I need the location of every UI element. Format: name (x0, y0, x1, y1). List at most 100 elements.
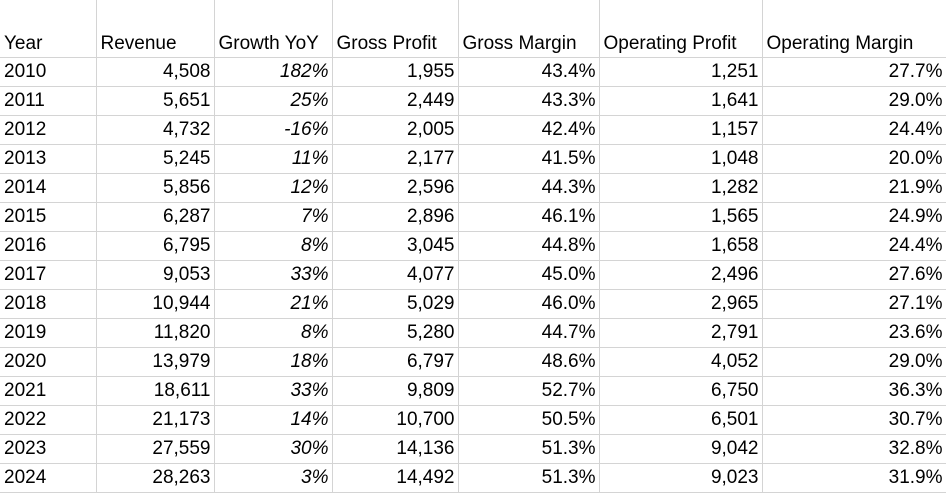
cell-gross-margin[interactable]: 46.0% (458, 289, 600, 319)
cell-operating-margin[interactable]: 24.4% (762, 115, 946, 145)
cell-operating-margin[interactable]: 27.7% (762, 57, 946, 87)
cell-gross-margin[interactable]: 51.3% (458, 434, 600, 464)
cell-gross-margin[interactable]: 52.7% (458, 376, 600, 406)
cell-revenue[interactable]: 21,173 (96, 405, 215, 435)
cell-growth[interactable]: 3% (214, 463, 333, 493)
cell-operating-margin[interactable]: 31.9% (762, 463, 946, 493)
cell-year[interactable]: 2018 (0, 289, 97, 319)
cell-operating-profit[interactable]: 2,496 (599, 260, 763, 290)
cell-gross-margin[interactable]: 41.5% (458, 144, 600, 174)
cell-operating-profit[interactable]: 2,965 (599, 289, 763, 319)
cell-operating-margin[interactable]: 24.4% (762, 231, 946, 261)
cell-revenue[interactable]: 4,508 (96, 57, 215, 87)
cell-revenue[interactable]: 6,287 (96, 202, 215, 232)
cell-growth[interactable]: 11% (214, 144, 333, 174)
cell-operating-profit[interactable]: 1,565 (599, 202, 763, 232)
header-cell-year[interactable]: Year (0, 0, 97, 58)
cell-gross-profit[interactable]: 3,045 (332, 231, 459, 261)
cell-operating-profit[interactable]: 1,282 (599, 173, 763, 203)
cell-growth[interactable]: 33% (214, 260, 333, 290)
cell-revenue[interactable]: 28,263 (96, 463, 215, 493)
cell-growth[interactable]: -16% (214, 115, 333, 145)
cell-gross-margin[interactable]: 44.8% (458, 231, 600, 261)
cell-operating-margin[interactable]: 24.9% (762, 202, 946, 232)
cell-revenue[interactable]: 6,795 (96, 231, 215, 261)
cell-gross-margin[interactable]: 44.7% (458, 318, 600, 348)
cell-gross-profit[interactable]: 10,700 (332, 405, 459, 435)
cell-year[interactable]: 2016 (0, 231, 97, 261)
cell-year[interactable]: 2013 (0, 144, 97, 174)
cell-gross-profit[interactable]: 9,809 (332, 376, 459, 406)
cell-revenue[interactable]: 9,053 (96, 260, 215, 290)
header-cell-revenue[interactable]: Revenue (96, 0, 215, 58)
cell-year[interactable]: 2011 (0, 86, 97, 116)
cell-operating-margin[interactable]: 36.3% (762, 376, 946, 406)
cell-year[interactable]: 2020 (0, 347, 97, 377)
cell-gross-profit[interactable]: 6,797 (332, 347, 459, 377)
cell-revenue[interactable]: 4,732 (96, 115, 215, 145)
header-cell-gross-profit[interactable]: Gross Profit (332, 0, 459, 58)
cell-year[interactable]: 2014 (0, 173, 97, 203)
cell-year[interactable]: 2012 (0, 115, 97, 145)
cell-year[interactable]: 2015 (0, 202, 97, 232)
cell-revenue[interactable]: 18,611 (96, 376, 215, 406)
cell-operating-margin[interactable]: 21.9% (762, 173, 946, 203)
cell-year[interactable]: 2010 (0, 57, 97, 87)
cell-operating-margin[interactable]: 32.8% (762, 434, 946, 464)
cell-growth[interactable]: 18% (214, 347, 333, 377)
cell-gross-profit[interactable]: 1,955 (332, 57, 459, 87)
cell-operating-profit[interactable]: 9,023 (599, 463, 763, 493)
cell-gross-margin[interactable]: 50.5% (458, 405, 600, 435)
cell-gross-profit[interactable]: 5,029 (332, 289, 459, 319)
cell-revenue[interactable]: 11,820 (96, 318, 215, 348)
cell-operating-margin[interactable]: 27.6% (762, 260, 946, 290)
cell-gross-margin[interactable]: 42.4% (458, 115, 600, 145)
header-cell-gross-margin[interactable]: Gross Margin (458, 0, 600, 58)
cell-operating-profit[interactable]: 4,052 (599, 347, 763, 377)
cell-operating-profit[interactable]: 1,641 (599, 86, 763, 116)
cell-revenue[interactable]: 5,856 (96, 173, 215, 203)
cell-growth[interactable]: 33% (214, 376, 333, 406)
cell-gross-margin[interactable]: 43.4% (458, 57, 600, 87)
cell-gross-profit[interactable]: 14,136 (332, 434, 459, 464)
cell-gross-margin[interactable]: 46.1% (458, 202, 600, 232)
cell-gross-profit[interactable]: 14,492 (332, 463, 459, 493)
cell-growth[interactable]: 8% (214, 318, 333, 348)
cell-gross-profit[interactable]: 4,077 (332, 260, 459, 290)
cell-gross-margin[interactable]: 51.3% (458, 463, 600, 493)
cell-revenue[interactable]: 10,944 (96, 289, 215, 319)
cell-operating-margin[interactable]: 30.7% (762, 405, 946, 435)
cell-gross-profit[interactable]: 2,596 (332, 173, 459, 203)
header-cell-operating-margin[interactable]: Operating Margin (762, 0, 946, 58)
cell-revenue[interactable]: 27,559 (96, 434, 215, 464)
cell-year[interactable]: 2021 (0, 376, 97, 406)
cell-gross-margin[interactable]: 48.6% (458, 347, 600, 377)
header-cell-operating-profit[interactable]: Operating Profit (599, 0, 763, 58)
cell-operating-margin[interactable]: 20.0% (762, 144, 946, 174)
cell-growth[interactable]: 25% (214, 86, 333, 116)
cell-operating-profit[interactable]: 1,658 (599, 231, 763, 261)
cell-operating-profit[interactable]: 9,042 (599, 434, 763, 464)
cell-operating-profit[interactable]: 2,791 (599, 318, 763, 348)
cell-operating-profit[interactable]: 1,048 (599, 144, 763, 174)
cell-operating-profit[interactable]: 6,501 (599, 405, 763, 435)
cell-growth[interactable]: 8% (214, 231, 333, 261)
cell-operating-profit[interactable]: 6,750 (599, 376, 763, 406)
cell-year[interactable]: 2017 (0, 260, 97, 290)
cell-revenue[interactable]: 5,651 (96, 86, 215, 116)
cell-growth[interactable]: 12% (214, 173, 333, 203)
cell-gross-margin[interactable]: 43.3% (458, 86, 600, 116)
header-cell-growth[interactable]: Growth YoY (214, 0, 333, 58)
cell-growth[interactable]: 182% (214, 57, 333, 87)
cell-gross-profit[interactable]: 2,177 (332, 144, 459, 174)
cell-operating-margin[interactable]: 29.0% (762, 347, 946, 377)
cell-gross-profit[interactable]: 2,896 (332, 202, 459, 232)
cell-year[interactable]: 2023 (0, 434, 97, 464)
cell-growth[interactable]: 14% (214, 405, 333, 435)
cell-year[interactable]: 2022 (0, 405, 97, 435)
cell-operating-margin[interactable]: 23.6% (762, 318, 946, 348)
cell-gross-profit[interactable]: 2,449 (332, 86, 459, 116)
cell-year[interactable]: 2019 (0, 318, 97, 348)
cell-operating-profit[interactable]: 1,251 (599, 57, 763, 87)
cell-gross-profit[interactable]: 5,280 (332, 318, 459, 348)
